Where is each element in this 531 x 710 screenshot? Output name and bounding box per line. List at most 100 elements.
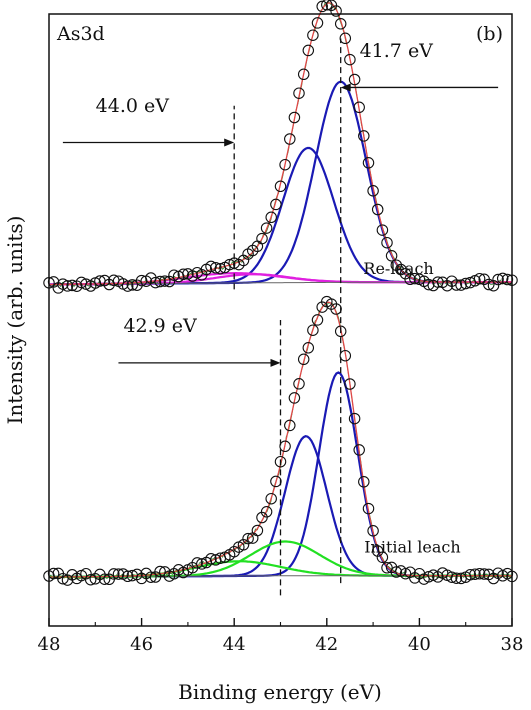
- data-point: [441, 279, 453, 292]
- data-point: [353, 101, 365, 114]
- annotation-arrow-head-0: [340, 83, 351, 92]
- data-point: [385, 250, 398, 262]
- data-point: [358, 476, 370, 488]
- data-point: [149, 276, 162, 289]
- data-point: [469, 568, 481, 580]
- data-point: [473, 272, 486, 285]
- data-point: [279, 440, 291, 453]
- data-point: [112, 568, 125, 580]
- data-point: [353, 444, 365, 456]
- data-point: [302, 44, 315, 57]
- data-point: [61, 280, 74, 292]
- data-point: [483, 278, 495, 291]
- series-label-0: Re-leach: [363, 259, 433, 278]
- data-point: [191, 557, 203, 569]
- data-point: [251, 524, 264, 537]
- data-point: [205, 553, 217, 565]
- data-point: [307, 29, 319, 41]
- data-point: [348, 73, 361, 86]
- x-tick-label: 44: [223, 634, 246, 655]
- data-point: [381, 236, 393, 249]
- series-group-0: [43, 0, 518, 294]
- x-axis-title: Binding energy (eV): [178, 680, 382, 704]
- data-point: [492, 273, 504, 286]
- x-tick-label: 42: [315, 634, 338, 655]
- x-tick-label: 38: [501, 634, 524, 655]
- data-point: [121, 280, 134, 292]
- data-point: [348, 412, 361, 425]
- data-point: [177, 268, 190, 281]
- data-point: [404, 273, 416, 286]
- data-point: [496, 272, 509, 285]
- data-point: [302, 342, 315, 354]
- data-point: [339, 32, 352, 45]
- y-axis-title: Intensity (arb. units): [3, 216, 27, 425]
- data-point: [381, 562, 393, 574]
- data-point: [214, 262, 227, 275]
- data-point: [293, 87, 305, 99]
- raw-trace-0: [48, 1, 513, 288]
- data-point: [311, 17, 324, 29]
- data-point: [362, 157, 375, 169]
- data-point: [321, 0, 333, 11]
- data-point: [284, 419, 296, 432]
- data-point: [367, 525, 379, 537]
- data-point: [446, 571, 458, 583]
- data-point: [316, 0, 328, 13]
- data-point: [154, 565, 166, 578]
- data-point: [279, 158, 291, 171]
- data-point: [265, 492, 277, 505]
- data-point: [376, 551, 389, 564]
- data-point: [260, 222, 273, 234]
- data-point: [390, 566, 403, 578]
- data-point: [270, 198, 282, 211]
- data-point: [344, 378, 356, 390]
- data-point: [376, 224, 389, 236]
- data-point: [84, 573, 97, 586]
- data-point: [145, 571, 157, 583]
- data-point: [121, 570, 134, 583]
- annotation-label-1: 44.0 eV: [96, 95, 170, 117]
- data-point: [358, 130, 370, 142]
- annotation-arrow-head-1: [224, 138, 235, 147]
- data-point: [464, 568, 477, 581]
- data-point: [260, 506, 273, 518]
- panel-label: As3d: [56, 23, 105, 45]
- data-point: [297, 68, 310, 81]
- data-point: [209, 262, 222, 274]
- data-point: [362, 502, 375, 515]
- data-point: [339, 349, 352, 362]
- data-point: [196, 558, 208, 570]
- data-point: [450, 572, 463, 584]
- data-point: [450, 279, 463, 291]
- fit-envelope-0: [49, 2, 512, 286]
- data-point: [159, 275, 171, 287]
- plot-layer: 41.7 eV 44.0 eV 42.9 eV Re-leach Initial lea…: [43, 0, 518, 596]
- data-point: [274, 455, 287, 468]
- data-point: [154, 275, 166, 288]
- panel-tag: (b): [476, 23, 503, 45]
- data-point: [344, 53, 356, 66]
- x-axis: 48 46 44 42 40 38: [38, 618, 524, 655]
- component-peak-0-1: [49, 146, 512, 286]
- data-point: [478, 568, 490, 580]
- data-point: [265, 211, 277, 224]
- data-point: [288, 392, 301, 404]
- data-point: [297, 353, 310, 366]
- data-point: [293, 378, 305, 390]
- data-point: [473, 567, 486, 580]
- data-point: [242, 532, 254, 545]
- data-point: [228, 545, 240, 558]
- data-point: [284, 133, 296, 145]
- data-point: [330, 5, 342, 17]
- data-point: [98, 573, 111, 585]
- series-label-1: Initial leach: [364, 538, 460, 557]
- data-point: [399, 567, 412, 580]
- annotation-label-2: 42.9 eV: [123, 315, 197, 337]
- annotation-arrow-head-2: [270, 358, 281, 367]
- data-point: [307, 324, 319, 336]
- data-point: [168, 269, 180, 281]
- data-point: [334, 18, 347, 30]
- data-point: [311, 314, 324, 326]
